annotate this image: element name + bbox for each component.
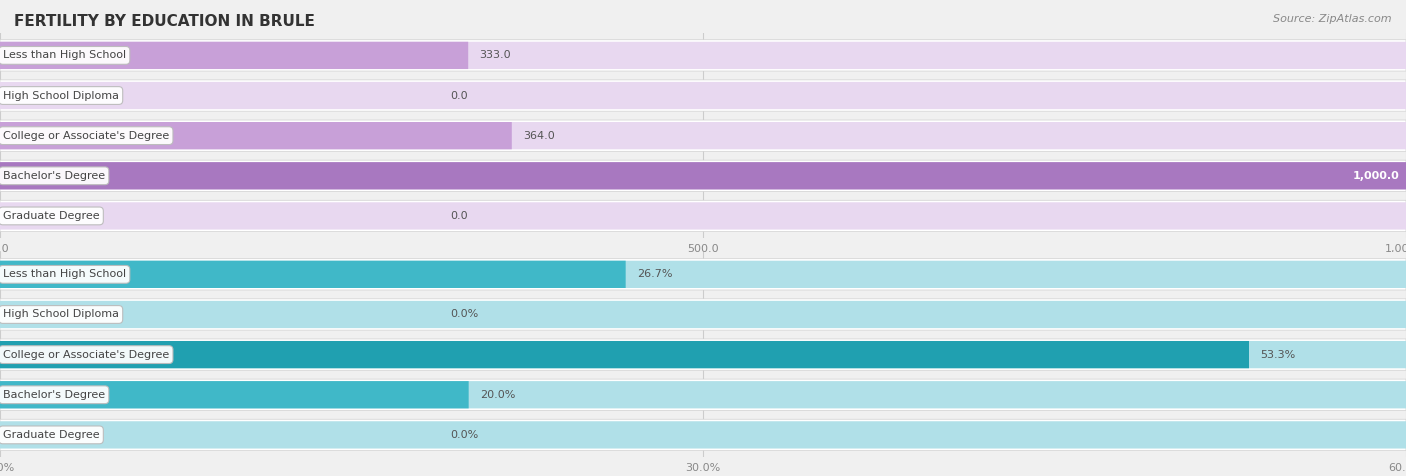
- FancyBboxPatch shape: [0, 341, 1406, 368]
- Text: High School Diploma: High School Diploma: [3, 90, 120, 100]
- FancyBboxPatch shape: [0, 200, 1406, 232]
- FancyBboxPatch shape: [0, 42, 1406, 69]
- FancyBboxPatch shape: [0, 299, 1406, 330]
- Text: 0.0: 0.0: [450, 90, 468, 100]
- FancyBboxPatch shape: [0, 341, 1249, 368]
- Text: 1,000.0: 1,000.0: [1353, 171, 1399, 181]
- Text: 53.3%: 53.3%: [1260, 349, 1295, 360]
- FancyBboxPatch shape: [0, 258, 1406, 290]
- Text: College or Associate's Degree: College or Associate's Degree: [3, 349, 169, 360]
- Text: Less than High School: Less than High School: [3, 50, 127, 60]
- Text: 333.0: 333.0: [479, 50, 510, 60]
- Text: 0.0: 0.0: [450, 211, 468, 221]
- FancyBboxPatch shape: [0, 40, 1406, 71]
- Text: Bachelor's Degree: Bachelor's Degree: [3, 390, 105, 400]
- Text: FERTILITY BY EDUCATION IN BRULE: FERTILITY BY EDUCATION IN BRULE: [14, 14, 315, 30]
- FancyBboxPatch shape: [0, 301, 1406, 328]
- Text: Graduate Degree: Graduate Degree: [3, 430, 100, 440]
- FancyBboxPatch shape: [0, 202, 1406, 229]
- Text: High School Diploma: High School Diploma: [3, 309, 120, 319]
- Text: 364.0: 364.0: [523, 130, 555, 141]
- Text: Less than High School: Less than High School: [3, 269, 127, 279]
- FancyBboxPatch shape: [0, 82, 1406, 109]
- FancyBboxPatch shape: [0, 80, 1406, 111]
- Text: Source: ZipAtlas.com: Source: ZipAtlas.com: [1274, 14, 1392, 24]
- FancyBboxPatch shape: [0, 122, 1406, 149]
- FancyBboxPatch shape: [0, 379, 1406, 410]
- FancyBboxPatch shape: [0, 160, 1406, 191]
- Text: Bachelor's Degree: Bachelor's Degree: [3, 171, 105, 181]
- FancyBboxPatch shape: [0, 261, 626, 288]
- FancyBboxPatch shape: [0, 381, 468, 408]
- FancyBboxPatch shape: [0, 120, 1406, 151]
- FancyBboxPatch shape: [0, 261, 1406, 288]
- Text: 26.7%: 26.7%: [637, 269, 672, 279]
- Text: 0.0%: 0.0%: [450, 430, 478, 440]
- FancyBboxPatch shape: [0, 162, 1406, 189]
- Text: College or Associate's Degree: College or Associate's Degree: [3, 130, 169, 141]
- FancyBboxPatch shape: [0, 419, 1406, 451]
- Text: 0.0%: 0.0%: [450, 309, 478, 319]
- Text: 20.0%: 20.0%: [479, 390, 515, 400]
- FancyBboxPatch shape: [0, 381, 1406, 408]
- Text: Graduate Degree: Graduate Degree: [3, 211, 100, 221]
- FancyBboxPatch shape: [0, 42, 468, 69]
- FancyBboxPatch shape: [0, 339, 1406, 370]
- FancyBboxPatch shape: [0, 162, 1406, 189]
- FancyBboxPatch shape: [0, 421, 1406, 448]
- FancyBboxPatch shape: [0, 122, 512, 149]
